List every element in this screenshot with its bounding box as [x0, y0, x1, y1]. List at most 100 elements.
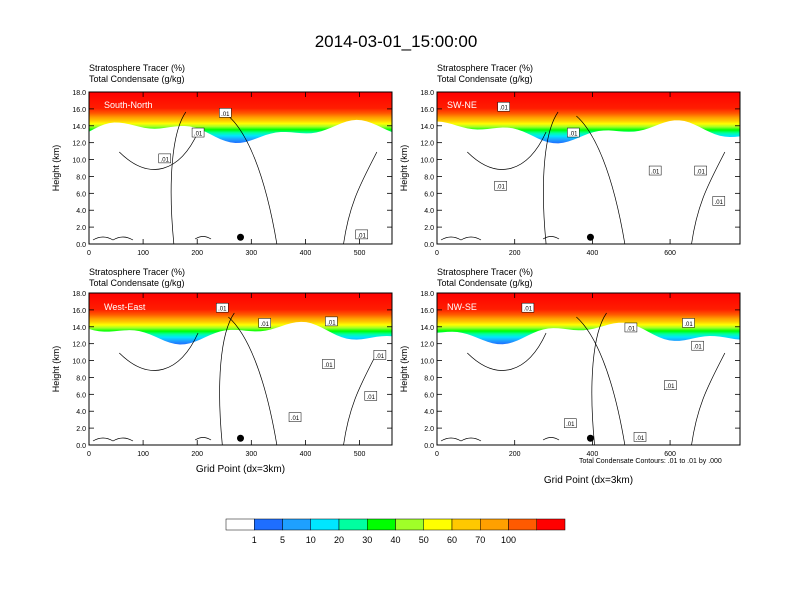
contour-line [467, 131, 547, 170]
contour-line [92, 437, 212, 442]
contour-label-box [219, 108, 232, 118]
y-axis-label: Height (km) [51, 346, 61, 393]
y-tick-label: 8.0 [424, 174, 434, 181]
panel-title-line-2: Total Condensate (g/kg) [437, 74, 533, 84]
contour-line [228, 316, 278, 446]
y-tick-label: 0.0 [76, 242, 86, 249]
contour-label: .01 [194, 132, 203, 138]
panel-title-nw-se: Stratosphere Tracer (%) Total Condensate… [437, 267, 533, 289]
location-marker [586, 233, 594, 241]
location-marker [586, 434, 594, 442]
x-tick-label: 300 [245, 250, 257, 257]
y-tick-label: 2.0 [424, 225, 434, 232]
panel-title-line-1: Stratosphere Tracer (%) [89, 267, 186, 277]
contour-label: .01 [715, 200, 724, 206]
contour-label-box [694, 165, 707, 176]
contour-line [343, 151, 378, 245]
condensate-contours [92, 312, 378, 446]
panel-south-north: .01 .01 .01 .01 0.0 2.0 4.0 6.0 8.0 10.0 12.0 14.0 1… [51, 90, 393, 257]
contour-line [576, 316, 626, 446]
panel-title-south-north: Stratosphere Tracer (%) Total Condensate… [89, 63, 185, 85]
contour-label-box [325, 316, 338, 327]
y-tick-label: 8.0 [424, 375, 434, 382]
colorbar-label: 60 [446, 535, 457, 545]
contour-label-box [494, 180, 507, 191]
y-tick-label: 16.0 [420, 107, 434, 114]
colorbar-label: 5 [279, 535, 285, 545]
panel-title-west-east: Stratosphere Tracer (%) Total Condensate… [89, 267, 185, 289]
y-tick-label: 4.0 [424, 409, 434, 416]
colorbar-label: 70 [475, 535, 486, 545]
contour-label: .01 [327, 320, 336, 326]
x-tick-label: 100 [137, 250, 149, 257]
panel-west-east: .01 .01 .01 .01 .01 .01 .01 0.0 2.0 4.0 6.0 8.0 10.0… [51, 291, 393, 475]
contour-label: .01 [261, 322, 270, 328]
contour-label: .01 [367, 395, 376, 401]
x-tick-label: 0 [87, 451, 91, 458]
plot-frame [436, 292, 741, 446]
contour-line [170, 111, 187, 245]
x-tick-label: 0 [435, 451, 439, 458]
contour-label-box [355, 229, 368, 240]
y-tick-label: 0.0 [424, 242, 434, 249]
panel-sw-ne: .01 .01 .01 .01 .01 .01 0.0 2.0 4.0 6.0 8.0 10.0 12.… [399, 90, 741, 257]
y-tick-label: 14.0 [72, 325, 86, 332]
y-tick-label: 4.0 [76, 409, 86, 416]
contour-line [92, 236, 212, 241]
panel-title-line-1: Stratosphere Tracer (%) [437, 63, 534, 73]
contour-label: .01 [524, 307, 533, 313]
x-tick-label: 600 [664, 250, 676, 257]
contour-label-box [373, 350, 387, 360]
y-tick-label: 12.0 [72, 342, 86, 349]
x-tick-label: 0 [435, 250, 439, 257]
contour-line [440, 437, 560, 442]
location-marker [237, 233, 244, 241]
y-tick-label: 14.0 [420, 124, 434, 131]
y-tick-label: 12.0 [420, 141, 434, 148]
contour-label: .01 [499, 106, 508, 112]
contour-label: .01 [376, 354, 385, 360]
y-tick-label: 6.0 [424, 191, 434, 198]
contour-label: .01 [651, 170, 660, 176]
panel-name-label: South-North [104, 100, 153, 110]
contour-line [440, 236, 560, 241]
contour-label: .01 [161, 157, 170, 163]
contour-label: .01 [324, 363, 333, 369]
y-tick-label: 16.0 [72, 308, 86, 315]
y-tick-label: 10.0 [72, 158, 86, 165]
y-tick-label: 0.0 [76, 443, 86, 450]
contour-line [576, 115, 626, 245]
contour-label-box [521, 302, 535, 313]
colorbar-label: 30 [362, 535, 373, 545]
colorbar-label: 10 [305, 535, 316, 545]
figure-title: 2014-03-01_15:00:00 [314, 32, 478, 51]
colorbar-label: 20 [333, 535, 344, 545]
contour-label: .01 [696, 170, 705, 176]
panel-title-line-1: Stratosphere Tracer (%) [89, 63, 186, 73]
y-tick-label: 4.0 [424, 208, 434, 215]
contour-note: Total Condensate Contours: .01 to .01 by… [579, 458, 722, 465]
y-tick-label: 2.0 [76, 426, 86, 433]
contour-label: .01 [684, 322, 693, 328]
y-tick-label: 2.0 [76, 225, 86, 232]
stratosphere-tracer-field [437, 92, 740, 144]
y-tick-label: 4.0 [76, 208, 86, 215]
contour-label-box [691, 340, 704, 351]
y-tick-label: 8.0 [76, 174, 86, 181]
y-tick-label: 6.0 [76, 191, 86, 198]
panel-title-line-2: Total Condensate (g/kg) [89, 74, 185, 84]
stratosphere-tracer-field [89, 293, 392, 345]
x-tick-label: 0 [87, 250, 91, 257]
panel-title-sw-ne: Stratosphere Tracer (%) Total Condensate… [437, 63, 533, 85]
y-tick-label: 18.0 [72, 291, 86, 298]
contour-line [543, 111, 559, 245]
contour-line [119, 332, 199, 371]
stratosphere-tracer-field [89, 92, 392, 143]
contour-label: .01 [291, 416, 300, 422]
x-tick-label: 200 [191, 250, 203, 257]
colorbar-label: 40 [390, 535, 401, 545]
contour-label-box [258, 318, 271, 328]
contour-label: .01 [358, 233, 367, 239]
contour-label-box [633, 432, 647, 442]
